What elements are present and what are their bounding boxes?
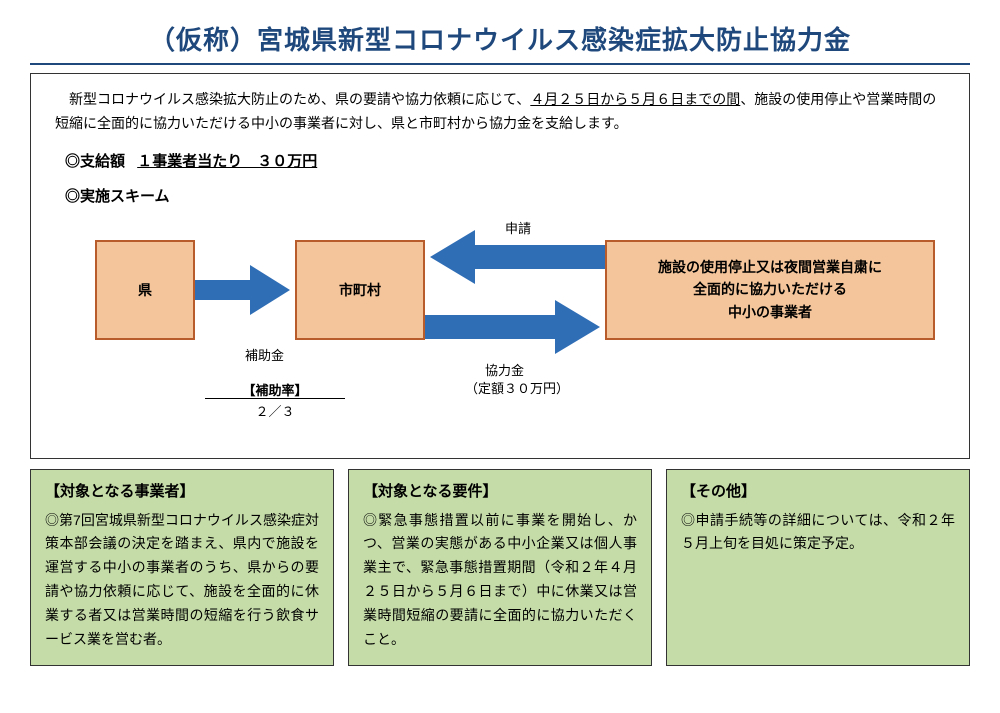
scheme-label: ◎実施スキーム <box>65 185 945 206</box>
arrow-apply <box>425 230 605 290</box>
arrow-coop <box>425 300 605 360</box>
label-apply: 申請 <box>505 218 531 237</box>
box-heading: 【その他】 <box>681 480 955 501</box>
box-other: 【その他】 ◎申請手続等の詳細については、令和２年５月上旬を目処に策定予定。 <box>666 469 970 667</box>
box-heading: 【対象となる要件】 <box>363 480 637 501</box>
box-eligible-business: 【対象となる事業者】 ◎第7回宮城県新型コロナウイルス感染症対策本部会議の決定を… <box>30 469 334 667</box>
box-body: ◎緊急事態措置以前に事業を開始し、かつ、営業の実態がある中小企業又は個人事業主で… <box>363 509 637 652</box>
scheme-diagram: 県 市町村 施設の使用停止又は夜間営業自粛に 全面的に協力いただける 中小の事業… <box>65 210 945 440</box>
box-requirements: 【対象となる要件】 ◎緊急事態措置以前に事業を開始し、かつ、営業の実態がある中小… <box>348 469 652 667</box>
main-description-box: 新型コロナウイルス感染拡大防止のため、県の要請や協力依頼に応じて、４月２５日から… <box>30 73 970 459</box>
page-title: （仮称）宮城県新型コロナウイルス感染症拡大防止協力金 <box>30 20 970 65</box>
label-subsidy: 補助金 <box>245 345 284 364</box>
detail-boxes-row: 【対象となる事業者】 ◎第7回宮城県新型コロナウイルス感染症対策本部会議の決定を… <box>30 469 970 667</box>
label-rate-title: 【補助率】 <box>205 380 345 399</box>
amount-value: １事業者当たり ３０万円 <box>137 153 317 170</box>
arrow-pref-to-city <box>195 265 295 325</box>
intro-pre: 新型コロナウイルス感染拡大防止のため、県の要請や協力依頼に応じて、 <box>55 91 530 107</box>
box-body: ◎第7回宮城県新型コロナウイルス感染症対策本部会議の決定を踏まえ、県内で施設を運… <box>45 509 319 652</box>
node-biz-line3: 中小の事業者 <box>728 304 812 320</box>
label-coop: 協力金 <box>485 360 524 379</box>
intro-text: 新型コロナウイルス感染拡大防止のため、県の要請や協力依頼に応じて、４月２５日から… <box>55 88 945 136</box>
node-municipality: 市町村 <box>295 240 425 340</box>
node-biz-line2: 全面的に協力いただける <box>693 281 847 297</box>
node-prefecture: 県 <box>95 240 195 340</box>
intro-underlined: ４月２５日から５月６日までの間 <box>530 91 740 107</box>
amount-row: ◎支給額 １事業者当たり ３０万円 <box>65 150 945 171</box>
node-business: 施設の使用停止又は夜間営業自粛に 全面的に協力いただける 中小の事業者 <box>605 240 935 340</box>
box-body: ◎申請手続等の詳細については、令和２年５月上旬を目処に策定予定。 <box>681 509 955 557</box>
amount-label: ◎支給額 <box>65 153 125 170</box>
box-heading: 【対象となる事業者】 <box>45 480 319 501</box>
label-coop-sub: （定額３０万円） <box>465 378 569 397</box>
label-rate-value: ２／３ <box>205 398 345 420</box>
node-biz-line1: 施設の使用停止又は夜間営業自粛に <box>658 259 882 275</box>
